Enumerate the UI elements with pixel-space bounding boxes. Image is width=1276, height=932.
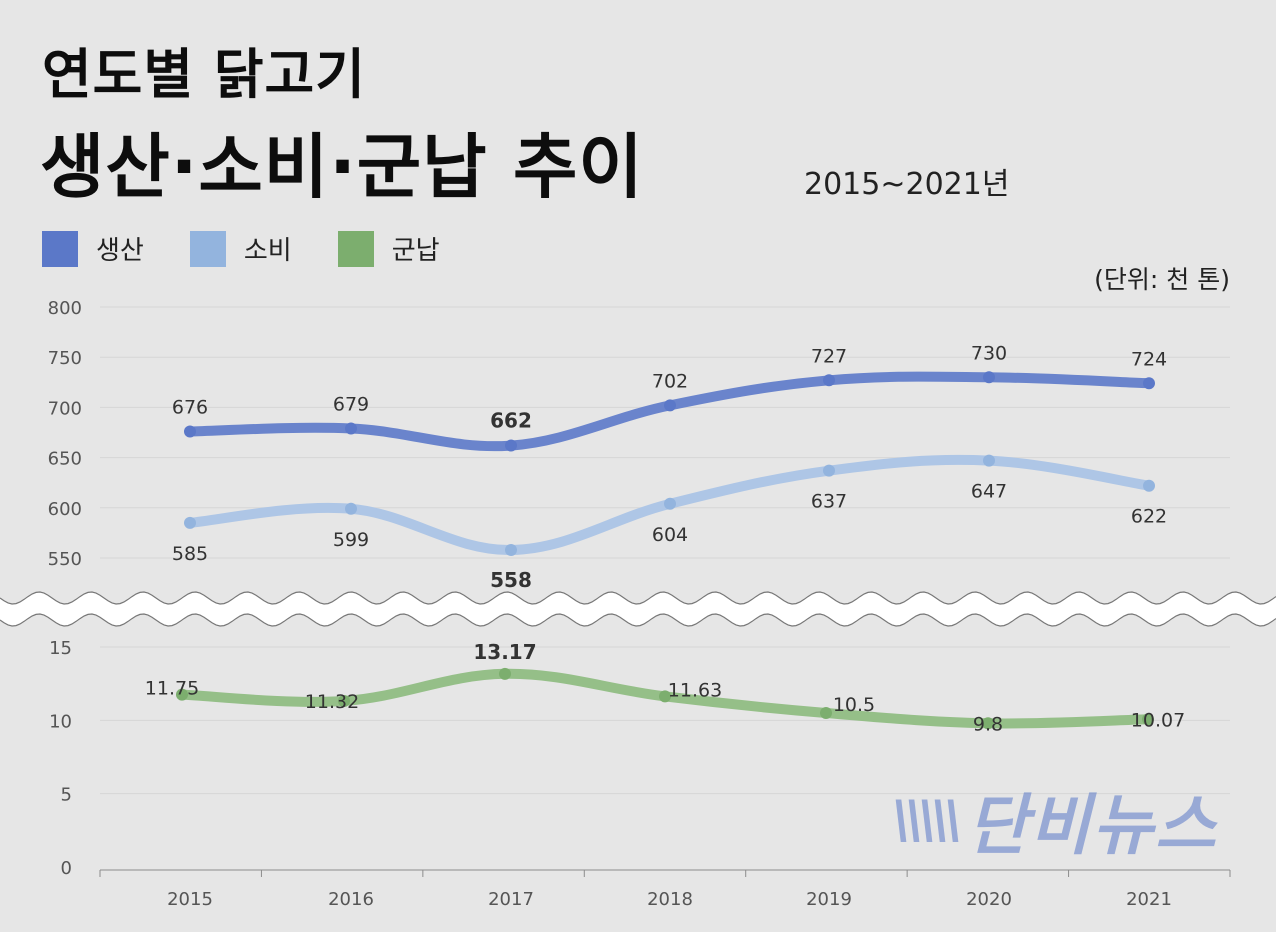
x-tick-label: 2015 [167,889,213,910]
data-point-1-0 [184,516,196,529]
data-label-0-3: 702 [652,370,688,392]
data-point-1-2 [505,543,517,556]
data-label-2-0: 11.75 [145,678,199,700]
x-tick-label: 2019 [806,889,852,910]
x-tick-label: 2018 [647,889,693,910]
legend-swatch-military [337,230,374,267]
data-point-1-4 [823,464,835,477]
x-tick-label: 2021 [1126,889,1172,910]
data-point-2-4 [820,707,832,719]
legend-item-consumption: 소비 [189,230,292,267]
legend-item-military: 군납 [337,230,440,267]
data-point-2-1 [338,694,350,707]
legend-label-consumption: 소비 [243,236,292,266]
chart-title-line2: 생산·소비·군납 추이 [40,126,644,208]
danbi-news-watermark: \\\\\ 단비뉴스 [892,772,1218,868]
data-label-1-1: 599 [333,529,369,551]
data-point-0-5 [983,371,995,384]
axis-break-edge-top [0,591,1276,605]
x-tick-label: 2020 [966,889,1012,910]
legend-item-production: 생산 [42,230,144,267]
data-label-2-4: 10.5 [833,694,875,716]
series-lines [177,371,1154,729]
y-tick-lower: 15 [49,638,72,659]
y-tick-upper: 750 [48,348,82,369]
y-tick-upper: 700 [48,398,82,419]
axis-break-edge-bottom [0,613,1276,627]
legend-label-military: 군납 [391,236,440,266]
unit-label: (단위: 천 톤) [1094,265,1230,294]
data-point-0-1 [345,422,357,435]
y-tick-upper: 550 [48,549,82,570]
x-tick-label: 2016 [328,889,374,910]
data-label-2-1: 11.32 [305,691,359,713]
data-point-1-3 [664,497,676,510]
y-tick-lower: 5 [61,785,72,806]
data-point-0-0 [184,425,196,438]
axis-break-band [0,592,1276,626]
data-point-0-3 [664,399,676,412]
data-point-2-0 [176,688,188,701]
y-tick-lower: 0 [61,858,72,879]
data-label-0-1: 679 [333,393,369,415]
y-tick-upper: 650 [48,449,82,470]
legend-swatch-production [42,230,78,267]
data-point-2-3 [659,690,671,703]
data-label-2-6: 10.07 [1131,709,1185,731]
data-point-0-4 [823,374,835,387]
y-tick-upper: 600 [48,499,82,520]
data-labels: 676 679 662 702 727 730 724 585 599 558 604 637 647 6… [145,342,1185,735]
x-tick-label: 2017 [488,889,534,910]
data-point-1-6 [1143,479,1155,492]
data-label-1-5: 647 [971,481,1007,503]
data-label-1-6: 622 [1131,506,1167,528]
y-tick-upper: 800 [48,298,82,319]
watermark-logo-marks: \\\\\ [892,790,963,850]
data-point-0-2 [505,439,517,452]
legend-swatch-consumption [189,230,226,267]
data-label-0-5: 730 [971,342,1007,364]
data-label-1-0: 585 [172,543,208,565]
chart-title-line1: 연도별 닭고기 [42,43,366,106]
data-points [176,371,1155,730]
axes: 800 750 700 650 600 550 15 10 5 0 2015 2016 2017 2018… [48,298,1231,910]
data-label-2-3: 11.63 [668,679,722,701]
data-label-1-4: 637 [811,491,847,513]
legend: 생산 소비 군납 [42,230,486,267]
watermark-text: 단비뉴스 [966,787,1218,864]
data-point-2-5 [982,717,994,730]
chart-subtitle: 2015~2021년 [804,167,1010,202]
data-label-2-2: 13.17 [473,640,536,664]
data-point-2-2 [499,667,511,680]
data-label-0-0: 676 [172,396,208,418]
y-tick-lower: 10 [49,711,72,732]
data-label-0-4: 727 [811,345,847,367]
legend-label-production: 생산 [96,236,144,266]
axis-break [0,591,1276,627]
data-label-0-2: 662 [490,409,532,433]
data-label-0-6: 724 [1131,348,1167,370]
data-label-2-5: 9.8 [973,713,1003,735]
data-point-1-1 [345,502,357,515]
data-label-1-2: 558 [490,568,532,592]
data-point-0-6 [1143,377,1155,390]
data-label-1-3: 604 [652,524,688,546]
data-point-2-6 [1142,713,1154,726]
data-point-1-5 [983,454,995,467]
